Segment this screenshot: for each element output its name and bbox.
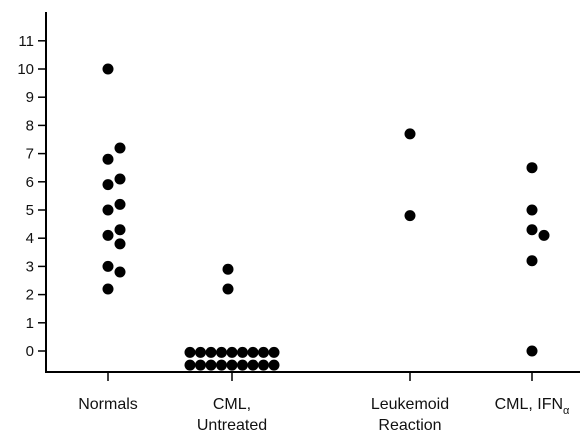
data-point [205, 359, 217, 371]
y-tick-label: 1 [26, 315, 34, 332]
y-axis-ticks: 0 1 2 3 4 5 6 7 8 9 10 11 [17, 33, 46, 360]
data-point [268, 346, 280, 358]
data-point [102, 204, 114, 216]
x-category-label: CML, [213, 396, 251, 413]
y-tick-label: 2 [26, 287, 34, 304]
data-point [237, 359, 248, 371]
data-point [114, 224, 126, 236]
y-tick-label: 9 [26, 89, 34, 106]
y-tick-label: 11 [18, 33, 34, 50]
x-category-label: Normals [78, 396, 138, 413]
y-tick-label: 5 [26, 202, 34, 219]
y-tick-label: 8 [26, 117, 34, 134]
data-point [526, 345, 538, 357]
data-point [268, 359, 280, 371]
data-point [526, 162, 538, 174]
x-category-label-line2: Untreated [197, 417, 267, 434]
data-point [526, 224, 538, 236]
data-point [114, 238, 126, 250]
data-point [114, 142, 126, 154]
data-point [247, 359, 259, 371]
x-category-label-subscript: α [563, 405, 570, 417]
y-tick-label: 4 [26, 230, 34, 247]
x-category-label: CML, IFNα [495, 396, 570, 417]
data-point [404, 128, 416, 140]
data-point [237, 346, 248, 358]
data-point [102, 179, 114, 191]
y-tick-label: 6 [26, 174, 34, 191]
data-point [222, 283, 234, 295]
data-point [222, 263, 234, 275]
data-point [102, 283, 114, 295]
y-tick-label: 3 [26, 258, 34, 275]
data-point [258, 346, 269, 358]
category-labels: Normals CML, Untreated Leukemoid Reaction CML… [78, 396, 570, 434]
x-axis-ticks [107, 373, 533, 381]
data-point [526, 204, 538, 216]
y-tick-label: 7 [26, 146, 34, 163]
data-point [404, 210, 416, 222]
data-point [247, 346, 259, 358]
data-point [216, 359, 227, 371]
data-point [114, 198, 126, 210]
data-point [184, 359, 196, 371]
data-point [258, 359, 269, 371]
data-point [102, 63, 114, 75]
x-category-label: Leukemoid [371, 396, 449, 413]
data-point [526, 255, 538, 267]
data-points [102, 63, 550, 371]
data-point [195, 359, 206, 371]
data-point [102, 229, 114, 241]
data-point [216, 346, 227, 358]
data-point [226, 359, 238, 371]
data-point [102, 260, 114, 272]
data-point [102, 153, 114, 165]
data-point [538, 229, 550, 241]
data-point [195, 346, 206, 358]
y-tick-label: 10 [17, 61, 34, 78]
data-point [226, 346, 238, 358]
data-point [184, 346, 196, 358]
x-category-label-line2: Reaction [378, 417, 441, 434]
data-point [114, 266, 126, 278]
y-tick-label: 0 [26, 343, 34, 360]
data-point [205, 346, 217, 358]
data-point [114, 173, 126, 185]
